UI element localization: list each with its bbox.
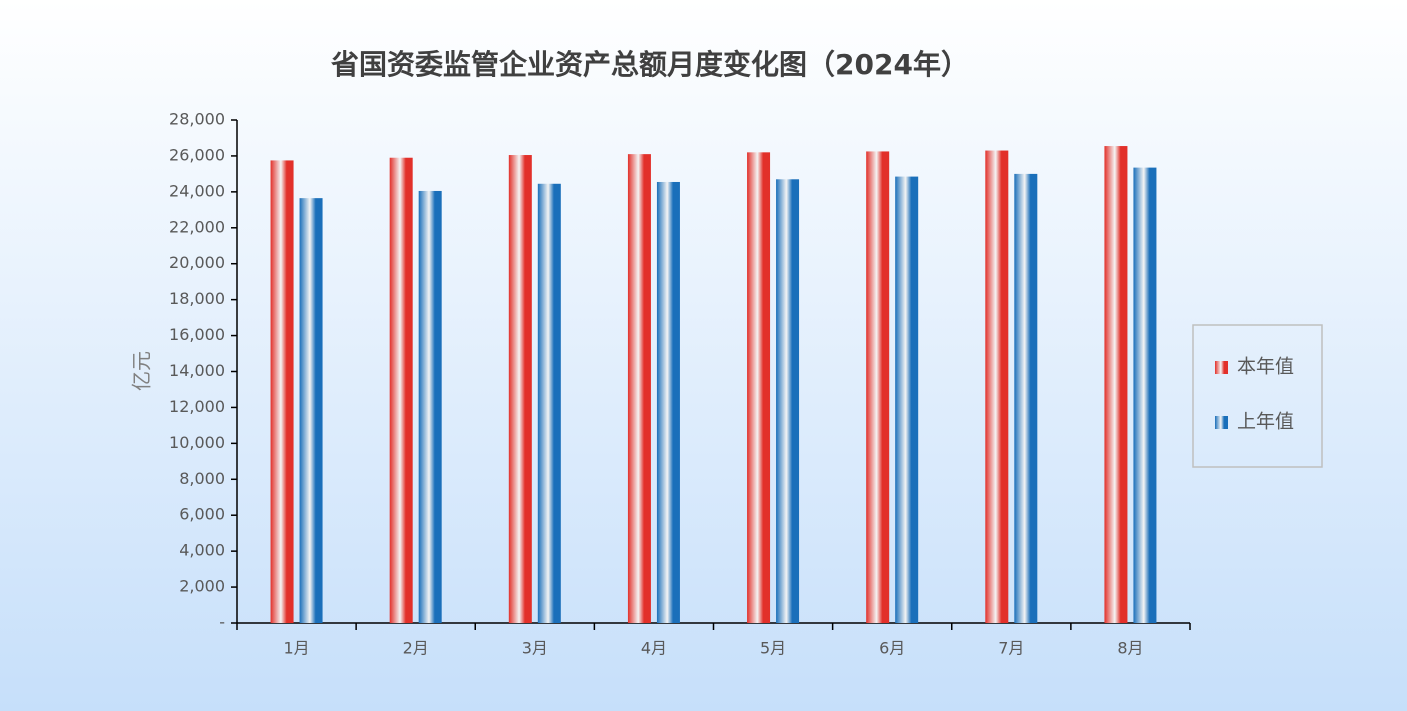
x-tick-label: 6月 — [879, 639, 905, 658]
y-tick-label: 22,000 — [169, 217, 225, 236]
legend-swatch — [1215, 361, 1228, 374]
bar — [418, 190, 442, 623]
y-tick-label: 12,000 — [169, 397, 225, 416]
y-tick-label: 6,000 — [179, 505, 225, 524]
y-tick-label: 2,000 — [179, 577, 225, 596]
legend-box — [1192, 324, 1323, 468]
x-tick-label: 8月 — [1117, 639, 1143, 658]
bar — [537, 183, 561, 624]
legend-swatch — [1215, 416, 1228, 429]
bar — [866, 151, 890, 623]
y-tick-label: 20,000 — [169, 253, 225, 272]
x-tick-label: 4月 — [641, 639, 667, 658]
bar — [747, 152, 771, 624]
y-tick-label: 24,000 — [169, 181, 225, 200]
y-tick-label: 16,000 — [169, 325, 225, 344]
bar — [1104, 146, 1128, 623]
x-tick-label: 2月 — [403, 639, 429, 658]
bar — [270, 160, 294, 623]
bar — [1014, 173, 1038, 623]
legend-label: 本年值 — [1237, 356, 1294, 378]
x-tick-label: 3月 — [522, 639, 548, 658]
y-tick-label: 8,000 — [179, 469, 225, 488]
bar — [776, 179, 800, 623]
x-tick-label: 5月 — [760, 639, 786, 658]
y-axis-label: 亿元 — [130, 351, 154, 391]
y-tick-label: 14,000 — [169, 361, 225, 380]
y-tick-label: 18,000 — [169, 289, 225, 308]
x-tick-label: 7月 — [998, 639, 1024, 658]
y-tick-label: 26,000 — [169, 145, 225, 164]
bar — [985, 150, 1009, 623]
y-tick-label: 28,000 — [169, 110, 225, 129]
bar — [1133, 167, 1157, 624]
bar — [508, 155, 532, 624]
bar — [389, 157, 413, 623]
bar — [299, 198, 323, 623]
bar — [627, 154, 651, 623]
y-tick-label: - — [219, 613, 225, 632]
bar — [895, 176, 919, 623]
x-tick-label: 1月 — [283, 639, 309, 658]
legend-label: 上年值 — [1237, 411, 1294, 433]
y-tick-label: 4,000 — [179, 541, 225, 560]
chart-title: 省国资委监管企业资产总额月度变化图（2024年） — [331, 48, 969, 81]
y-tick-label: 10,000 — [169, 433, 225, 452]
bar — [656, 181, 680, 623]
